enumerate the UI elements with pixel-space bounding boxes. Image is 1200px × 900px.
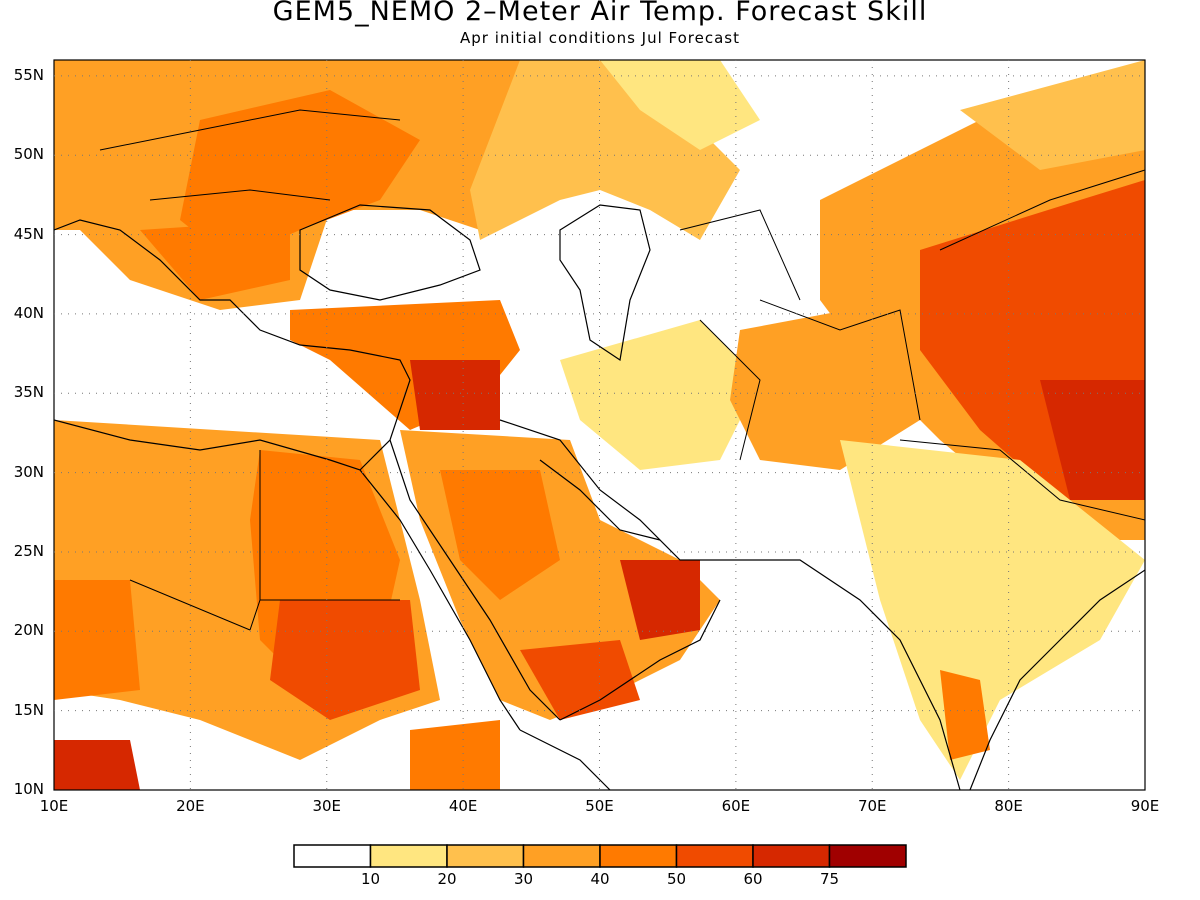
region-tibet xyxy=(1040,380,1145,500)
lon-tick-label: 70E xyxy=(857,797,887,815)
colorbar-swatch xyxy=(599,844,678,868)
lon-tick-label: 40E xyxy=(448,797,478,815)
colorbar-label: 10 xyxy=(360,870,381,888)
lon-tick-label: 60E xyxy=(721,797,751,815)
lon-tick-label: 90E xyxy=(1130,797,1160,815)
region-wafrica xyxy=(54,580,140,700)
lat-tick-label: 45N xyxy=(13,224,44,243)
colorbar-swatch xyxy=(675,844,754,868)
colorbar xyxy=(293,844,907,868)
region-iran xyxy=(560,320,760,470)
region-russia-yellow xyxy=(600,60,760,150)
colorbar-swatch xyxy=(522,844,601,868)
colorbar-swatch xyxy=(752,844,831,868)
colorbar-label: 75 xyxy=(819,870,840,888)
colorbar-label: 20 xyxy=(437,870,457,888)
colorbar-label: 60 xyxy=(743,870,763,888)
region-arabia-hi xyxy=(440,470,560,600)
lat-tick-label: 10N xyxy=(13,780,44,798)
colorbar-swatch xyxy=(369,844,448,868)
lon-tick-label: 10E xyxy=(39,797,69,815)
lat-tick-label: 35N xyxy=(13,383,44,402)
map-subtitle: Apr initial conditions Jul Forecast xyxy=(459,29,740,47)
map-title: GEM5_NEMO 2–Meter Air Temp. Forecast Ski… xyxy=(272,0,928,27)
colorbar-swatch xyxy=(828,844,907,868)
region-kazakh xyxy=(960,60,1145,170)
region-horn xyxy=(410,720,500,790)
lon-tick-label: 30E xyxy=(312,797,342,815)
skill-field xyxy=(54,60,1145,790)
region-sudan xyxy=(270,600,420,720)
coastlines xyxy=(54,109,1145,790)
lat-tick-label: 15N xyxy=(13,700,44,719)
region-oman xyxy=(620,560,700,640)
region-india-hi xyxy=(940,670,990,760)
region-syria xyxy=(410,360,500,430)
colorbar-swatch xyxy=(446,844,525,868)
lon-tick-label: 50E xyxy=(585,797,614,815)
region-india xyxy=(840,440,1145,780)
lat-tick-label: 55N xyxy=(13,65,44,84)
lon-tick-label: 80E xyxy=(994,797,1023,815)
grid-lines xyxy=(54,60,1145,790)
lon-tick-label: 20E xyxy=(176,797,205,815)
lat-tick-label: 25N xyxy=(13,541,44,560)
colorbar-label: 30 xyxy=(513,870,534,888)
colorbar-label: 40 xyxy=(590,870,610,888)
lat-tick-label: 50N xyxy=(13,145,44,164)
lat-tick-label: 40N xyxy=(13,303,44,322)
region-europe-hi xyxy=(180,90,420,260)
region-yemen xyxy=(520,640,640,720)
colorbar-swatch xyxy=(293,844,372,868)
lat-tick-label: 20N xyxy=(13,621,44,640)
region-balkans xyxy=(140,220,290,300)
colorbar-label: 50 xyxy=(666,870,687,888)
lat-tick-label: 30N xyxy=(13,462,44,481)
region-south-left xyxy=(54,740,140,790)
